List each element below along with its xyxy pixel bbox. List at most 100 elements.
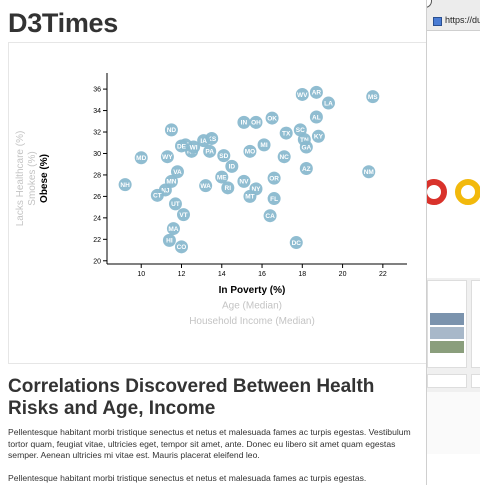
state-point-label: PA — [205, 149, 214, 156]
state-point[interactable] — [289, 236, 303, 250]
scatter-chart-card: 10 12 14 16 18 20 22 20 22 24 26 28 30 32 34 36 WV AR MS LA… — [8, 42, 429, 364]
state-point[interactable] — [237, 115, 251, 129]
state-point-label: MS — [368, 94, 378, 101]
state-point[interactable] — [295, 87, 309, 101]
state-point-label: SC — [296, 127, 305, 134]
state-point-label: WA — [200, 183, 211, 190]
address-bar-url[interactable]: https://du — [445, 15, 480, 25]
state-point[interactable] — [203, 144, 217, 158]
state-point[interactable] — [168, 197, 182, 211]
state-point[interactable] — [177, 208, 191, 222]
state-point[interactable] — [217, 149, 231, 163]
state-point-label: ID — [229, 164, 236, 171]
state-point-label: NY — [251, 186, 261, 193]
state-point[interactable] — [166, 222, 180, 236]
state-point[interactable] — [299, 140, 313, 154]
paragraph-2: Pellentesque habitant morbi tristique se… — [8, 473, 367, 483]
state-point[interactable] — [187, 140, 201, 154]
state-point[interactable] — [267, 171, 281, 185]
news-card[interactable] — [471, 280, 480, 368]
x-tick-label: 18 — [298, 271, 306, 278]
state-point[interactable] — [150, 188, 164, 202]
state-point[interactable] — [362, 165, 376, 179]
state-point-label: OK — [267, 115, 277, 122]
state-point[interactable] — [309, 85, 323, 99]
state-point-label: GA — [301, 144, 311, 151]
x-tick-label: 14 — [218, 271, 226, 278]
news-tab-edge[interactable] — [471, 374, 480, 388]
state-point[interactable] — [311, 129, 325, 143]
state-point-label: AL — [312, 114, 321, 121]
state-point[interactable] — [215, 170, 229, 184]
state-point[interactable] — [199, 179, 213, 193]
state-point-label: MO — [245, 149, 255, 156]
state-point[interactable] — [164, 123, 178, 137]
news-thumbnail[interactable] — [430, 313, 464, 325]
state-point-label: HI — [166, 238, 173, 245]
browser-content-lower — [427, 392, 480, 454]
page-title: D3Times — [8, 8, 118, 38]
state-point-label: IN — [241, 120, 248, 127]
state-point[interactable] — [221, 181, 235, 195]
state-point-label: MT — [245, 194, 254, 201]
x-axis-option-1[interactable]: Age (Median) — [222, 301, 282, 312]
overlapping-browser-window[interactable]: https://du — [426, 0, 480, 485]
state-point[interactable] — [237, 174, 251, 188]
y-tick-label: 34 — [93, 108, 101, 115]
state-point[interactable] — [279, 126, 293, 140]
x-axis-option-2[interactable]: Household Income (Median) — [189, 316, 315, 327]
news-card[interactable] — [427, 280, 467, 368]
search-logo-ring-red-icon — [427, 179, 447, 205]
state-point-label: SD — [219, 153, 228, 160]
y-tick-label: 36 — [93, 87, 101, 94]
state-point-label: DC — [292, 240, 302, 247]
y-tick-label: 32 — [93, 130, 101, 137]
state-point[interactable] — [267, 192, 281, 206]
news-tab-local[interactable] — [427, 374, 467, 388]
state-point-label: LA — [324, 100, 333, 107]
state-point[interactable] — [257, 138, 271, 152]
state-point[interactable] — [162, 233, 176, 247]
state-point-label: KY — [314, 134, 324, 141]
state-point-label: WV — [297, 92, 308, 99]
state-point[interactable] — [174, 240, 188, 254]
toolbar-divider — [427, 30, 480, 31]
state-point[interactable] — [170, 165, 184, 179]
state-point-label: FL — [270, 196, 278, 203]
state-point[interactable] — [197, 134, 211, 148]
state-point[interactable] — [160, 150, 174, 164]
y-axis-option-0[interactable]: Obese (%) — [39, 154, 50, 203]
state-point[interactable] — [366, 90, 380, 104]
y-axis-option-1[interactable]: Smokes (%) — [27, 151, 38, 205]
state-point[interactable] — [265, 111, 279, 125]
news-thumbnail[interactable] — [430, 327, 464, 339]
state-point[interactable] — [243, 189, 257, 203]
state-point-label: TN — [300, 137, 309, 144]
state-point-label: VT — [179, 212, 187, 219]
state-point[interactable] — [134, 151, 148, 165]
state-point[interactable] — [174, 139, 188, 153]
state-point[interactable] — [309, 110, 323, 124]
x-tick-label: 20 — [339, 271, 347, 278]
state-point[interactable] — [243, 144, 257, 158]
y-tick-label: 26 — [93, 194, 101, 201]
state-point-label: IA — [200, 138, 207, 145]
state-point-label: WI — [190, 144, 198, 151]
x-axis-option-0[interactable]: In Poverty (%) — [219, 285, 286, 296]
tab-favicon-icon — [433, 17, 442, 26]
y-axis-option-2[interactable]: Lacks Healthcare (%) — [15, 131, 26, 227]
state-point[interactable] — [118, 178, 132, 192]
x-tick-label: 16 — [258, 271, 266, 278]
y-tick-label: 28 — [93, 172, 101, 179]
state-point[interactable] — [249, 115, 263, 129]
state-point[interactable] — [321, 96, 335, 110]
state-point-label: UT — [171, 201, 180, 208]
state-point[interactable] — [299, 162, 313, 175]
state-point-label: NV — [239, 179, 249, 186]
state-point[interactable] — [277, 150, 291, 164]
state-point-label: RI — [225, 185, 232, 192]
news-thumbnail[interactable] — [430, 341, 464, 353]
state-point[interactable] — [225, 159, 239, 173]
state-point[interactable] — [263, 209, 277, 223]
state-point-label: DE — [177, 143, 187, 150]
